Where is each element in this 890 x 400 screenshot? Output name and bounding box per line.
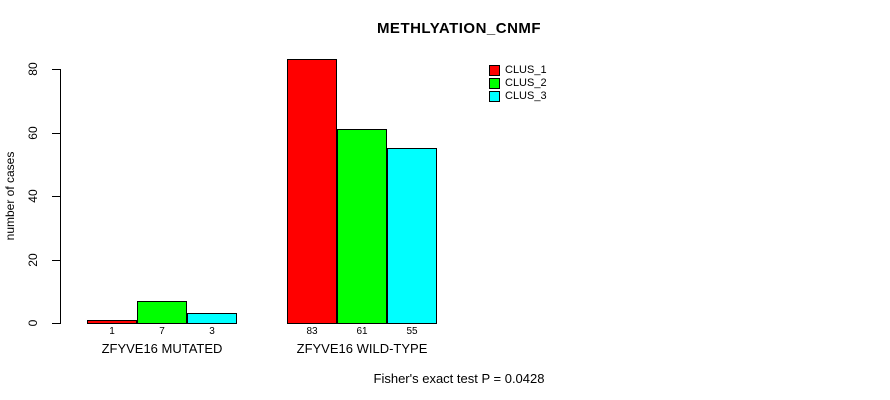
bar-value-label: 61 [356,326,368,337]
bar-value-label: 7 [159,326,165,337]
legend-label: CLUS_2 [505,77,547,89]
legend: CLUS_1 CLUS_2 CLUS_3 [489,64,547,103]
chart-title: METHLYATION_CNMF [376,20,542,37]
y-tick [52,133,61,134]
y-tick-label: 40 [26,189,40,203]
y-tick [52,323,61,324]
legend-label: CLUS_3 [505,90,547,102]
y-tick-label: 80 [26,62,40,76]
bar [287,59,337,324]
legend-item: CLUS_2 [489,77,547,90]
category-label: ZFYVE16 WILD-TYPE [296,341,428,356]
y-axis-label: number of cases [3,151,17,241]
legend-swatch [489,65,500,76]
y-tick [52,69,61,70]
y-tick [52,260,61,261]
bar [137,301,187,324]
y-tick [52,196,61,197]
bar-value-label: 83 [306,326,318,337]
bar-value-label: 3 [209,326,215,337]
legend-item: CLUS_3 [489,90,547,103]
bar [387,148,437,324]
footer-annotation: Fisher's exact test P = 0.0428 [373,371,545,386]
y-tick-label: 60 [26,126,40,140]
bar [337,129,387,324]
category-label: ZFYVE16 MUTATED [101,341,223,356]
bar [187,313,237,324]
legend-swatch [489,78,500,89]
bar-value-label: 55 [406,326,418,337]
y-tick-label: 20 [26,253,40,267]
y-tick-label: 0 [26,319,40,327]
legend-label: CLUS_1 [505,64,547,76]
legend-item: CLUS_1 [489,64,547,77]
bar [87,320,137,324]
bar-value-label: 1 [109,326,115,337]
legend-swatch [489,91,500,102]
